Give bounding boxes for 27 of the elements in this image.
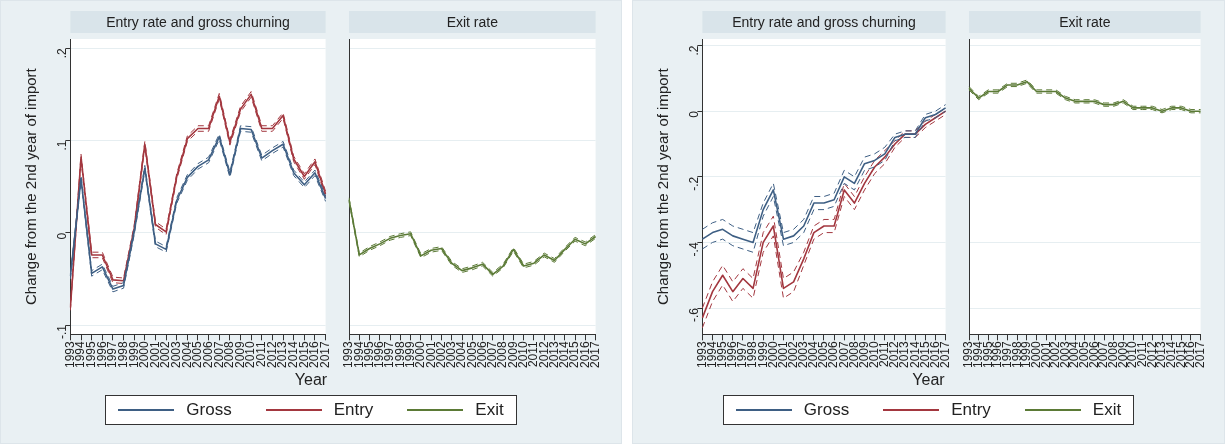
legend-label: Entry — [333, 400, 374, 420]
legend-label: Gross — [803, 400, 850, 420]
y-axis-title: Change from the 2nd year of import — [654, 67, 672, 306]
y-tick-label: -.1 — [54, 324, 69, 340]
x-axis-title: Year — [911, 371, 946, 389]
x-tick-label: 2017 — [317, 340, 332, 369]
legend-label: Exit — [1092, 400, 1122, 420]
legend-label: Entry — [951, 400, 991, 420]
y-tick-label: 0 — [54, 232, 69, 240]
y-tick-label: .2 — [54, 47, 69, 59]
x-tick-label: 2006 — [200, 340, 215, 369]
x-tick-label: 1998 — [115, 340, 130, 369]
y-tick-label: -.6 — [686, 307, 701, 323]
y-tick-label: -.2 — [686, 176, 701, 191]
y-tick-label: .2 — [686, 45, 701, 56]
chart-title: Exit rate — [1059, 13, 1111, 30]
x-tick-label: 1995 — [83, 340, 98, 369]
legend-label: Exit — [475, 400, 504, 420]
legend-label: Gross — [186, 400, 232, 420]
y-axis-title: Change from the 2nd year of import — [22, 67, 40, 306]
chart-title: Entry rate and gross churning — [732, 13, 916, 30]
y-tick-label: .1 — [54, 140, 69, 151]
chart-title: Exit rate — [446, 13, 499, 30]
chart-title: Entry rate and gross churning — [106, 13, 290, 30]
y-tick-label: -.4 — [686, 242, 701, 257]
y-tick-label: 0 — [686, 110, 701, 118]
x-axis-title: Year — [293, 371, 329, 389]
